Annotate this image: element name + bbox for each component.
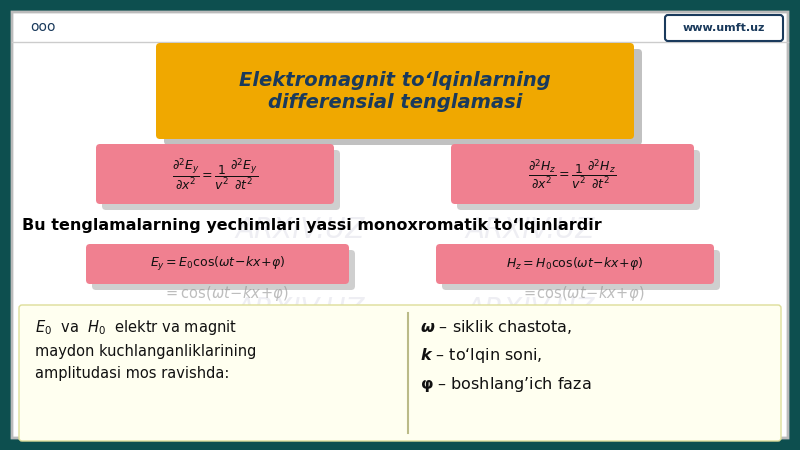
FancyBboxPatch shape — [451, 144, 694, 204]
FancyBboxPatch shape — [156, 43, 634, 139]
FancyBboxPatch shape — [86, 244, 349, 284]
FancyBboxPatch shape — [665, 15, 783, 41]
Text: $=\!\cos(\omega t\!-\!kx\!+\!\varphi)$: $=\!\cos(\omega t\!-\!kx\!+\!\varphi)$ — [522, 284, 645, 303]
Text: www.umft.uz: www.umft.uz — [683, 23, 765, 33]
Text: ARXIV.UZ: ARXIV.UZ — [466, 216, 594, 244]
Text: ARXIV.UZ: ARXIV.UZ — [235, 216, 365, 244]
Text: $\dfrac{\partial^2 E_y}{\partial x^2} = \dfrac{1}{v^2}\dfrac{\partial^2 E_y}{\pa: $\dfrac{\partial^2 E_y}{\partial x^2} = … — [172, 156, 258, 192]
FancyBboxPatch shape — [12, 12, 788, 438]
FancyBboxPatch shape — [442, 250, 720, 290]
Text: ARXIV.UZ: ARXIV.UZ — [466, 296, 594, 324]
FancyBboxPatch shape — [19, 305, 781, 441]
Text: Elektromagnit to‘lqinlarning
differensial tenglamasi: Elektromagnit to‘lqinlarning differensia… — [239, 71, 551, 112]
Text: $= \cos(\omega t\!-\!kx\!+\!\varphi)$: $= \cos(\omega t\!-\!kx\!+\!\varphi)$ — [162, 284, 289, 303]
FancyBboxPatch shape — [96, 144, 334, 204]
FancyBboxPatch shape — [92, 250, 355, 290]
Text: $E_0$  va  $H_0$  elektr va magnit
maydon kuchlanganliklarining
amplitudasi mos : $E_0$ va $H_0$ elektr va magnit maydon k… — [35, 318, 256, 382]
Text: $H_z=H_0\cos(\omega t\!-\!kx\!+\!\varphi)$: $H_z=H_0\cos(\omega t\!-\!kx\!+\!\varphi… — [506, 256, 644, 273]
Text: Bu tenglamalarning yechimlari yassi monoxromatik to‘lqinlardir: Bu tenglamalarning yechimlari yassi mono… — [22, 218, 602, 233]
FancyBboxPatch shape — [164, 49, 642, 145]
FancyBboxPatch shape — [457, 150, 700, 210]
Text: ARXIV.UZ: ARXIV.UZ — [235, 296, 365, 324]
Text: $E_y= E_0\cos(\omega t\!-\!kx\!+\!\varphi)$: $E_y= E_0\cos(\omega t\!-\!kx\!+\!\varph… — [150, 255, 285, 273]
Text: $\boldsymbol{\omega}$ – siklik chastota,
$\boldsymbol{k}$ – toʻlqin soni,
$\bold: $\boldsymbol{\omega}$ – siklik chastota,… — [420, 318, 591, 394]
FancyBboxPatch shape — [102, 150, 340, 210]
Text: $\dfrac{\partial^2 H_z}{\partial x^2} = \dfrac{1}{v^2}\dfrac{\partial^2 H_z}{\pa: $\dfrac{\partial^2 H_z}{\partial x^2} = … — [529, 157, 617, 191]
FancyBboxPatch shape — [436, 244, 714, 284]
Text: ooo: ooo — [30, 20, 55, 34]
